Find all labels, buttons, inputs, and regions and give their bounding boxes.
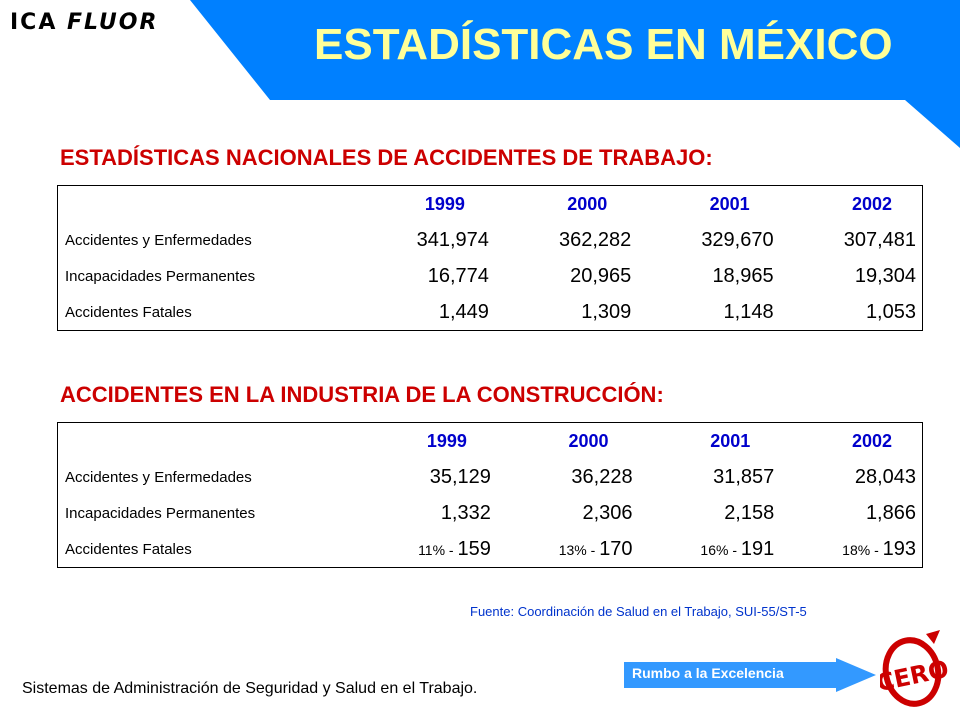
year-header: 1999 xyxy=(426,430,467,451)
cell-value: 159 xyxy=(457,537,491,560)
table-cell: 36,228 xyxy=(571,465,633,488)
year-header: 2001 xyxy=(710,430,751,451)
emblem-text: CERO xyxy=(880,655,950,698)
arrow-badge xyxy=(624,658,876,692)
table-header-row: 1999 2000 2001 2002 xyxy=(58,186,923,223)
row-label: Accidentes y Enfermedades xyxy=(65,468,252,486)
construction-accidents-title: ACCIDENTES EN LA INDUSTRIA DE LA CONSTRU… xyxy=(60,382,664,407)
table-cell: 2,158 xyxy=(724,501,775,524)
table-cell: 362,282 xyxy=(558,228,632,251)
table-cell: 329,670 xyxy=(701,228,774,251)
year-header: 1999 xyxy=(424,193,465,214)
cell-value: 193 xyxy=(882,537,916,560)
table-cell: 16% - 191 xyxy=(639,531,781,568)
table-cell: 1,148 xyxy=(723,300,774,323)
percent-label: 13% - xyxy=(558,541,600,558)
year-header: 2002 xyxy=(851,430,892,451)
year-header: 2002 xyxy=(851,193,892,214)
table-cell: 20,965 xyxy=(570,264,632,287)
row-label: Accidentes y Enfermedades xyxy=(65,231,252,249)
construction-accidents-table: 1999 2000 2001 2002 Accidentes y Enferme… xyxy=(57,422,923,568)
table-cell: 13% - 170 xyxy=(497,531,639,568)
table-row: Incapacidades Permanentes 1,332 2,306 2,… xyxy=(58,495,923,531)
company-logo: ICA FLUOR xyxy=(10,10,159,35)
table-cell: 1,449 xyxy=(438,300,489,323)
table-cell: 1,309 xyxy=(581,300,632,323)
national-accidents-table: 1999 2000 2001 2002 Accidentes y Enferme… xyxy=(57,185,923,331)
table-cell: 35,129 xyxy=(429,465,491,488)
percent-label: 18% - xyxy=(842,541,883,558)
table-cell: 1,053 xyxy=(865,300,916,323)
year-header: 2001 xyxy=(709,193,750,214)
table-cell: 28,043 xyxy=(854,465,916,488)
table-cell: 1,332 xyxy=(440,501,491,524)
table-row: Accidentes Fatales 1,449 1,309 1,148 1,0… xyxy=(58,294,923,331)
table-row: Incapacidades Permanentes 16,774 20,965 … xyxy=(58,258,923,294)
page-title: ESTADÍSTICAS EN MÉXICO xyxy=(314,20,893,69)
percent-label: 11% - xyxy=(418,541,458,558)
cell-value: 191 xyxy=(740,537,775,560)
table-cell: 18% - 193 xyxy=(780,531,922,568)
cell-value: 170 xyxy=(599,537,633,560)
row-label: Incapacidades Permanentes xyxy=(65,504,256,522)
percent-label: 16% - xyxy=(700,541,741,558)
year-header: 2000 xyxy=(567,193,608,214)
table-cell: 341,974 xyxy=(416,228,489,251)
national-accidents-title: ESTADÍSTICAS NACIONALES DE ACCIDENTES DE… xyxy=(60,145,713,170)
table-row: Accidentes y Enfermedades 35,129 36,228 … xyxy=(58,459,923,495)
row-label: Incapacidades Permanentes xyxy=(65,267,256,285)
table-cell: 11% - 159 xyxy=(355,531,497,568)
row-label: Accidentes Fatales xyxy=(65,303,192,321)
header-banner xyxy=(190,0,960,148)
table-cell: 1,866 xyxy=(865,501,916,524)
row-label: Accidentes Fatales xyxy=(65,540,192,558)
table-cell: 2,306 xyxy=(582,501,633,524)
year-header: 2000 xyxy=(568,430,609,451)
table-row: Accidentes y Enfermedades 341,974 362,28… xyxy=(58,222,923,258)
footer-text: Sistemas de Administración de Seguridad … xyxy=(22,680,478,697)
table-row: Accidentes Fatales 11% - 159 13% - 170 1… xyxy=(58,531,923,568)
table-cell: 16,774 xyxy=(427,264,489,287)
table-corner-cell xyxy=(58,186,353,223)
excellence-label: Rumbo a la Excelencia xyxy=(632,665,784,681)
table-cell: 19,304 xyxy=(854,264,916,287)
cero-emblem-icon: CERO xyxy=(880,630,950,707)
table-header-row: 1999 2000 2001 2002 xyxy=(58,423,923,460)
table-cell: 18,965 xyxy=(712,264,774,287)
source-note: Fuente: Coordinación de Salud en el Trab… xyxy=(470,604,807,619)
table-cell: 31,857 xyxy=(713,465,775,488)
table-corner-cell xyxy=(58,423,356,460)
table-cell: 307,481 xyxy=(843,228,916,251)
